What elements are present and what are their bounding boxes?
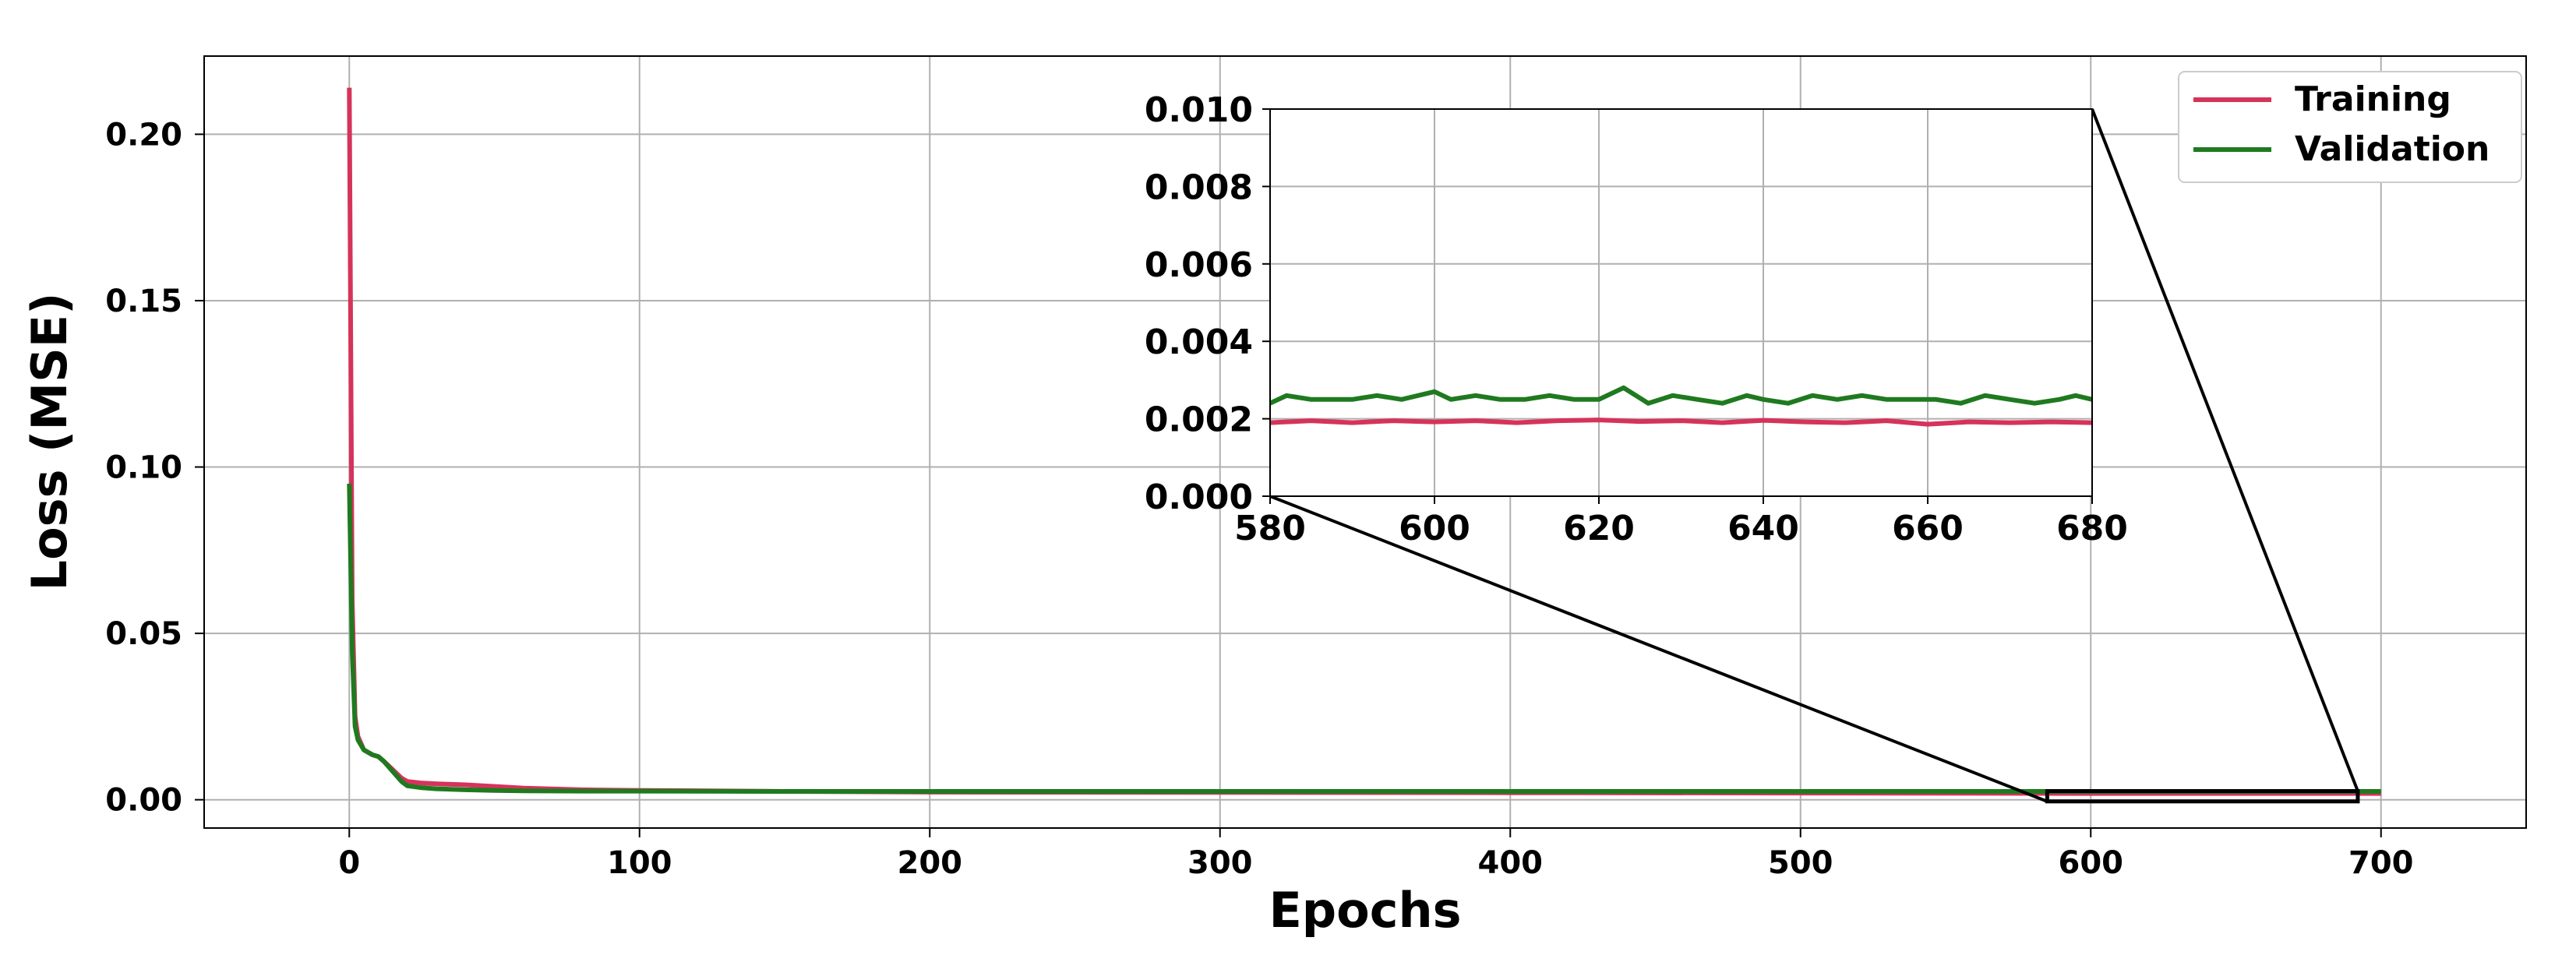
y-axis-label: Loss (MSE) [21,293,78,591]
y-tick-label: 0.20 [105,117,182,153]
x-axis-label: Epochs [1269,882,1461,939]
legend: Training Validation [2178,71,2522,183]
y-tick-label: 0.00 [105,783,182,819]
main-series [347,87,2381,796]
inset-y-tick-label: 0.004 [1145,322,1253,362]
inset-y-tick-label: 0.008 [1145,167,1253,207]
main-plot-frame [203,55,2527,829]
x-tick-label: 200 [898,845,963,881]
inset-plot: 580 600 620 640 660 680 0.000 0.002 0.004 0.006 0.… [1145,90,2128,548]
inset-y-tick-label: 0.000 [1145,477,1253,517]
zoom-connector-line [2091,108,2359,792]
inset-x-tick-label: 680 [2056,509,2128,548]
inset-plot-frame [1269,108,2093,497]
y-tick-label: 0.15 [105,284,182,319]
legend-label-validation: Validation [2295,129,2490,169]
x-tick-label: 100 [607,845,672,881]
main-tick-labels: 0 100 200 300 400 500 600 700 0.00 0.05 0.10 0.15 0.… [105,117,2413,881]
inset-series-line-training [1269,418,2093,427]
inset-y-tick-label: 0.010 [1145,90,1253,130]
legend-label-training: Training [2295,79,2451,119]
x-tick-label: 300 [1187,845,1253,881]
inset-tick-labels: 580 600 620 640 660 680 0.000 0.002 0.004 0.006 0.… [1145,90,2128,548]
zoom-region-box [2045,789,2360,804]
x-tick-label: 0 [338,845,360,881]
inset-background [1270,109,2092,496]
inset-x-tick-label: 600 [1399,509,1470,548]
inset-y-tick-label: 0.006 [1145,245,1253,285]
y-tick-label: 0.10 [105,450,182,486]
x-tick-label: 600 [2059,845,2124,881]
inset-series-line-validation [1269,385,2093,406]
inset-x-tick-label: 620 [1563,509,1635,548]
inset-x-tick-label: 660 [1892,509,1964,548]
inset-series [1269,385,2093,427]
zoom-connector-line [1269,495,2048,803]
y-tick-label: 0.05 [105,616,182,652]
inset-x-tick-label: 580 [1234,509,1306,548]
x-tick-label: 500 [1768,845,1833,881]
x-tick-label: 700 [2348,845,2414,881]
series-line-validation [347,483,2381,794]
x-tick-label: 400 [1478,845,1544,881]
inset-x-tick-label: 640 [1727,509,1799,548]
inset-y-tick-label: 0.002 [1145,400,1253,440]
